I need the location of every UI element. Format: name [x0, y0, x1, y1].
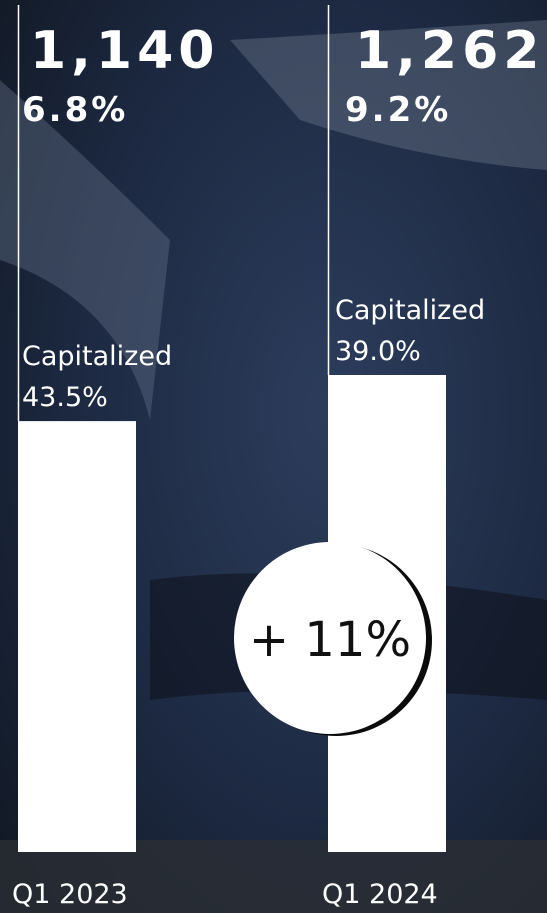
badge [234, 542, 426, 734]
car-body-highlight [0, 80, 170, 420]
bar [18, 421, 136, 852]
x-tick-label: Q1 2023 [12, 879, 128, 910]
value-label: 1,262 [355, 21, 544, 81]
value-label: 1,140 [30, 21, 219, 81]
headlight [230, 20, 547, 170]
capitalized-share: 43.5% [22, 382, 108, 413]
ground [0, 840, 547, 913]
capitalized-label: Capitalized [22, 341, 172, 372]
capitalized-share: 39.0% [335, 336, 421, 367]
capitalized-label: Capitalized [335, 295, 485, 326]
ratio-label: 6.8% [22, 90, 128, 130]
change-label: + 11% [249, 612, 411, 668]
plot: 1,140 6.8% Capitalized 43.5% Q1 2023 1,262 9.2… [12, 5, 544, 910]
x-tick-label: Q1 2024 [322, 879, 438, 910]
ratio-label: 9.2% [345, 90, 451, 130]
